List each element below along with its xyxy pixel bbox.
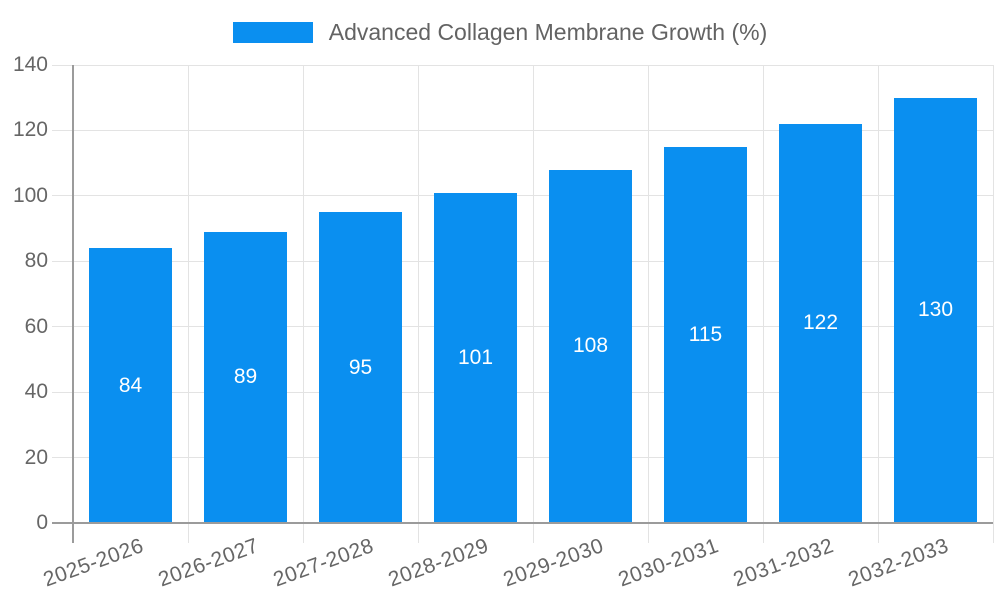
x-gridline	[992, 65, 994, 543]
bar: 95	[319, 212, 402, 523]
x-axis-tick-label: 2031-2032	[729, 534, 837, 592]
y-gridline	[52, 326, 993, 328]
x-gridline	[417, 65, 419, 543]
y-gridline	[52, 260, 993, 262]
bar: 84	[89, 248, 172, 523]
x-axis-tick-label: 2025-2026	[39, 534, 147, 592]
y-axis-tick-label: 40	[24, 380, 48, 404]
x-axis-tick-label: 2029-2030	[499, 534, 607, 592]
bar-value-label: 95	[348, 355, 373, 379]
bar-value-label: 122	[802, 311, 839, 335]
x-axis-tick-label: 2028-2029	[384, 534, 492, 592]
x-gridline	[762, 65, 764, 543]
bar: 115	[664, 146, 747, 523]
x-axis-line	[52, 522, 993, 524]
plot-area: 84 89 95 101 108 115 122 130	[52, 64, 994, 543]
bar: 122	[779, 123, 862, 523]
y-axis-tick-label: 60	[24, 314, 48, 338]
x-gridline	[877, 65, 879, 543]
bar-value-label: 115	[688, 322, 723, 346]
y-gridline	[52, 457, 993, 459]
y-axis-tick-label: 0	[36, 511, 48, 534]
bar-value-label: 84	[118, 373, 143, 397]
x-gridline	[187, 65, 189, 543]
y-gridline	[52, 64, 993, 66]
y-axis-tick-label: 80	[24, 249, 48, 273]
y-axis-tick-label: 20	[24, 445, 48, 469]
y-axis-tick-label: 120	[12, 118, 48, 142]
bar-value-label: 89	[233, 365, 258, 389]
legend-swatch	[232, 22, 313, 43]
y-gridline	[52, 129, 993, 131]
bar: 130	[894, 97, 977, 523]
y-gridline	[52, 195, 993, 197]
x-axis-tick-label: 2030-2031	[614, 534, 722, 592]
bar: 108	[549, 169, 632, 523]
y-axis-tick-label: 140	[12, 53, 48, 76]
bar: 101	[434, 192, 517, 523]
bar-value-label: 101	[457, 345, 494, 369]
x-gridline	[532, 65, 534, 543]
bar: 89	[204, 231, 287, 523]
x-axis-tick-label: 2027-2028	[269, 534, 377, 592]
x-gridline	[647, 65, 649, 543]
legend-series-label: Advanced Collagen Membrane Growth (%)	[328, 19, 768, 45]
legend: Advanced Collagen Membrane Growth (%)	[0, 19, 1000, 46]
x-gridline	[302, 65, 304, 543]
x-axis-tick-label: 2032-2033	[844, 534, 952, 592]
bar-value-label: 108	[572, 334, 609, 358]
y-axis-tick-label: 100	[12, 183, 48, 207]
bar-value-label: 130	[917, 298, 954, 322]
y-gridline	[52, 391, 993, 393]
x-axis-tick-label: 2026-2027	[154, 534, 262, 592]
y-axis-line	[72, 65, 74, 543]
